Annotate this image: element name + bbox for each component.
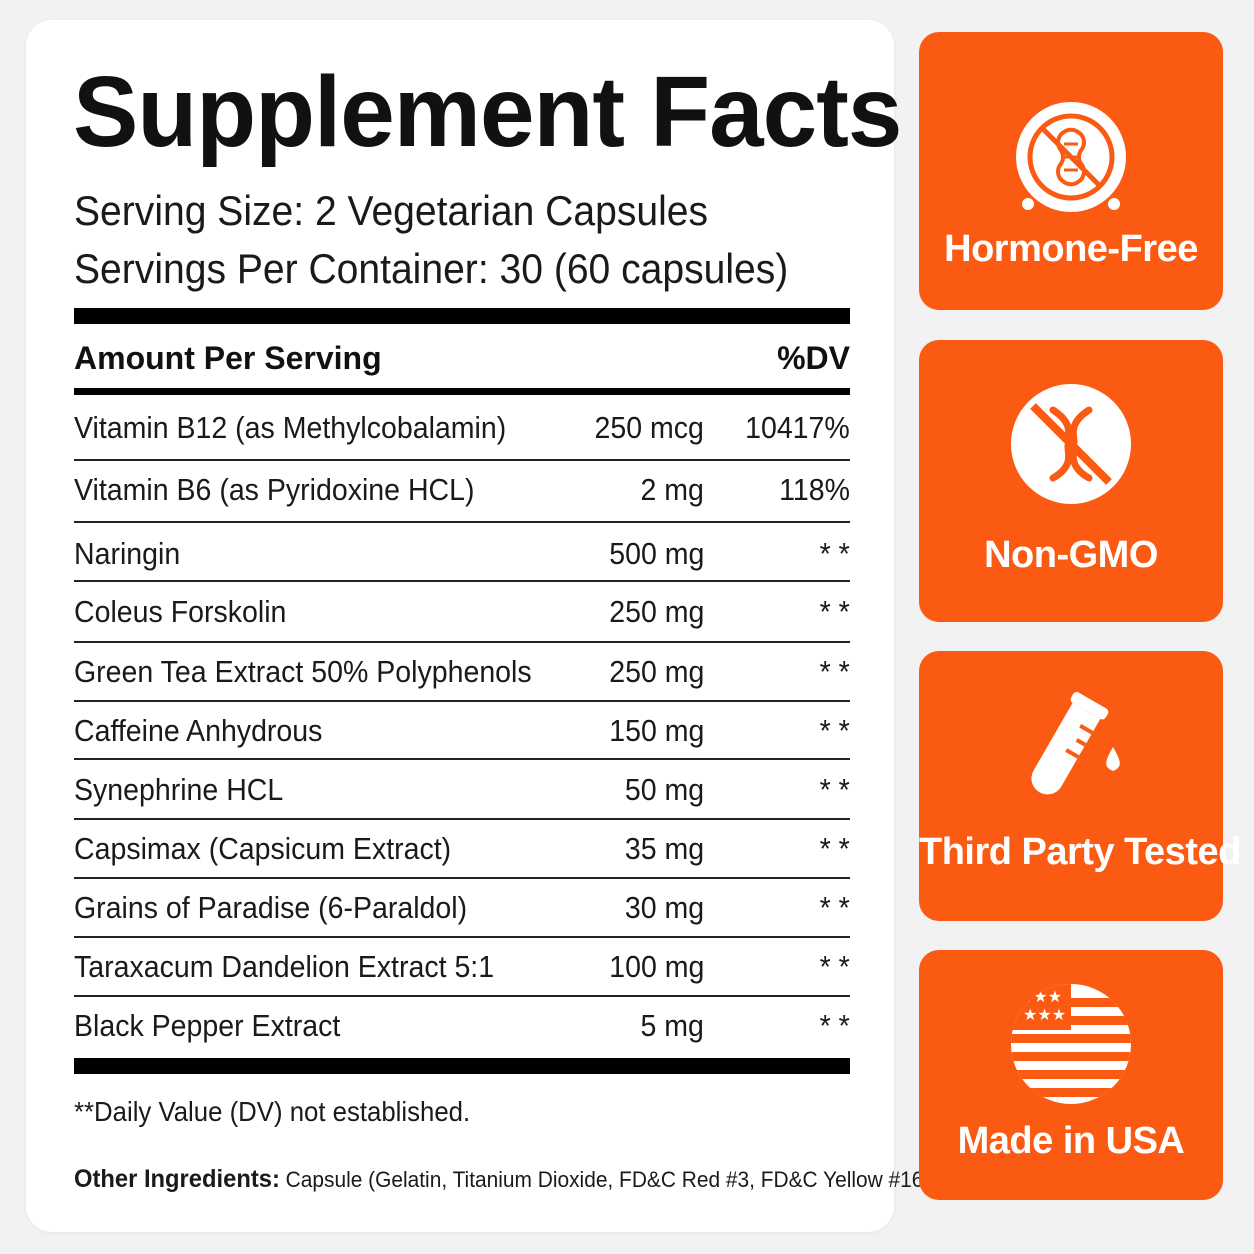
svg-text:★★★: ★★★ bbox=[1019, 987, 1062, 1006]
ingredient-name: Vitamin B6 (as Pyridoxine HCL) bbox=[74, 472, 475, 507]
badge-made-in-usa: ★★★ ★★★ Made in USA bbox=[919, 950, 1223, 1200]
badge-hormone-free: Hormone-Free bbox=[919, 32, 1223, 310]
badge-label: Made in USA bbox=[957, 1120, 1185, 1162]
serving-size: Serving Size: 2 Vegetarian Capsules bbox=[74, 187, 709, 234]
ingredient-name: Capsimax (Capsicum Extract) bbox=[74, 831, 452, 866]
servings-per-container: Servings Per Container: 30 (60 capsules) bbox=[74, 245, 789, 292]
ingredient-amount: 250 mcg bbox=[594, 410, 704, 445]
ingredient-name: Green Tea Extract 50% Polyphenols bbox=[74, 654, 532, 689]
badge-non-gmo: Non-GMO bbox=[919, 340, 1223, 622]
ingredient-amount: 250 mg bbox=[608, 654, 704, 689]
ingredient-amount: 50 mg bbox=[624, 772, 704, 807]
supplement-facts-panel bbox=[26, 20, 894, 1232]
ingredient-amount: 35 mg bbox=[624, 831, 704, 866]
row-divider bbox=[74, 936, 850, 938]
row-divider bbox=[74, 580, 850, 582]
no-dna-icon bbox=[1011, 384, 1131, 504]
ingredient-name: Coleus Forskolin bbox=[74, 594, 287, 629]
top-divider bbox=[74, 308, 850, 324]
ingredient-dv: * * bbox=[819, 772, 850, 807]
ingredient-name: Grains of Paradise (6-Paraldol) bbox=[74, 890, 468, 925]
dv-header: %DV bbox=[777, 340, 850, 376]
amount-per-serving-header: Amount Per Serving bbox=[74, 340, 382, 376]
supplement-facts-title: Supplement Facts bbox=[73, 56, 902, 168]
ingredient-dv: * * bbox=[819, 949, 850, 984]
ingredient-amount: 100 mg bbox=[608, 949, 704, 984]
ingredient-dv: * * bbox=[819, 1008, 850, 1043]
row-divider bbox=[74, 758, 850, 760]
svg-text:★★★: ★★★ bbox=[1023, 1005, 1066, 1024]
badge-third-party-tested: Third Party Tested bbox=[919, 651, 1241, 921]
ingredient-amount: 150 mg bbox=[608, 713, 704, 748]
ingredient-dv: * * bbox=[819, 654, 850, 689]
row-divider bbox=[74, 995, 850, 997]
ingredient-name: Taraxacum Dandelion Extract 5:1 bbox=[74, 949, 495, 984]
ingredient-dv: * * bbox=[819, 831, 850, 866]
bottom-divider bbox=[74, 1058, 850, 1074]
badge-label: Hormone-Free bbox=[944, 228, 1198, 270]
row-divider bbox=[74, 818, 850, 820]
ingredient-name: Vitamin B12 (as Methylcobalamin) bbox=[74, 410, 507, 445]
ingredient-dv: 10417% bbox=[745, 410, 850, 445]
us-flag-icon: ★★★ ★★★ bbox=[1011, 984, 1131, 1104]
badge-label: Third Party Tested bbox=[919, 831, 1241, 873]
peanut-free-icon bbox=[1016, 102, 1126, 212]
row-divider bbox=[74, 641, 850, 643]
ingredient-name: Black Pepper Extract bbox=[74, 1008, 341, 1043]
ingredient-name: Synephrine HCL bbox=[74, 772, 284, 807]
row-divider bbox=[74, 700, 850, 702]
ingredient-dv: 118% bbox=[779, 472, 850, 507]
row-divider bbox=[74, 459, 850, 461]
other-ingredients: Other Ingredients: Capsule (Gelatin, Tit… bbox=[74, 1165, 930, 1194]
ingredient-amount: 250 mg bbox=[608, 594, 704, 629]
other-ingredients-text: Capsule (Gelatin, Titanium Dioxide, FD&C… bbox=[279, 1167, 931, 1192]
ingredient-dv: * * bbox=[819, 536, 850, 571]
ingredient-amount: 2 mg bbox=[640, 472, 704, 507]
dv-footnote: **Daily Value (DV) not established. bbox=[74, 1096, 471, 1127]
table-header: Amount Per Serving %DV bbox=[74, 340, 850, 380]
ingredient-name: Naringin bbox=[74, 536, 181, 571]
row-divider bbox=[74, 877, 850, 879]
row-divider bbox=[74, 521, 850, 523]
badge-label: Non-GMO bbox=[984, 534, 1158, 576]
ingredient-amount: 30 mg bbox=[624, 890, 704, 925]
ingredient-amount: 5 mg bbox=[640, 1008, 704, 1043]
test-tube-icon bbox=[1031, 691, 1120, 795]
ingredient-dv: * * bbox=[819, 713, 850, 748]
ingredient-dv: * * bbox=[819, 890, 850, 925]
ingredient-name: Caffeine Anhydrous bbox=[74, 713, 323, 748]
other-ingredients-label: Other Ingredients: bbox=[74, 1165, 280, 1193]
header-divider bbox=[74, 388, 850, 395]
ingredient-dv: * * bbox=[819, 594, 850, 629]
ingredient-amount: 500 mg bbox=[608, 536, 704, 571]
